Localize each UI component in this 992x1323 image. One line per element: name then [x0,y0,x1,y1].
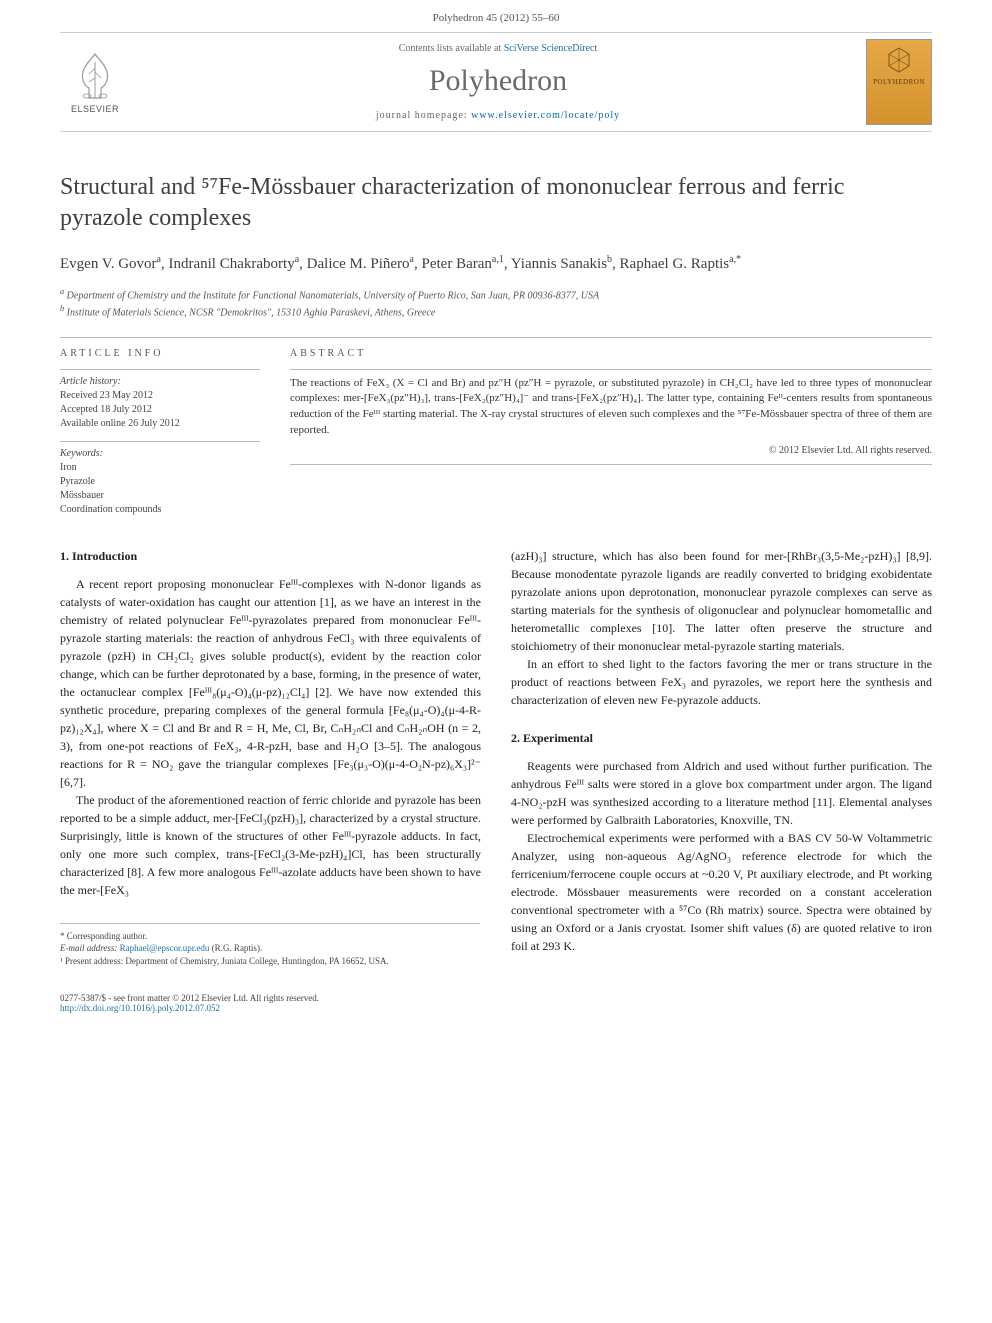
abstract-text: The reactions of FeX₃ (X = Cl and Br) an… [290,376,932,440]
intro-p4: In an effort to shed light to the factor… [511,655,932,709]
abstract-heading: ABSTRACT [290,348,932,359]
intro-p3-continued: (azH)₃] structure, which has also been f… [511,547,932,655]
masthead-center: Contents lists available at SciVerse Sci… [130,43,866,121]
doi-link[interactable]: http://dx.doi.org/10.1016/j.poly.2012.07… [60,1003,220,1013]
affiliation-b: b Institute of Materials Science, NCSR "… [60,303,932,320]
divider-top [60,337,932,338]
exp-p2: Electrochemical experiments were perform… [511,829,932,955]
footnote-present: ¹ Present address: Department of Chemist… [60,955,480,968]
homepage-link[interactable]: www.elsevier.com/locate/poly [471,110,620,121]
elsevier-label: ELSEVIER [71,104,119,114]
article-body: Structural and ⁵⁷Fe-Mössbauer characteri… [0,132,992,987]
authors: Evgen V. Govora, Indranil Chakrabortya, … [60,252,932,276]
left-column: 1. Introduction A recent report proposin… [60,547,481,968]
section-2-heading: 2. Experimental [511,729,932,747]
elsevier-logo: ELSEVIER [60,42,130,122]
masthead: ELSEVIER Contents lists available at Sci… [60,32,932,132]
abstract-copyright: © 2012 Elsevier Ltd. All rights reserved… [290,445,932,456]
issn-line: 0277-5387/$ - see front matter © 2012 El… [60,993,932,1003]
meta-row: ARTICLE INFO Article history: Received 2… [60,348,932,517]
intro-p2: The product of the aforementioned reacti… [60,791,481,899]
keyword-3: Coordination compounds [60,503,260,517]
divider-abstract [290,369,932,370]
page-header: Polyhedron 45 (2012) 55–60 [0,0,992,32]
journal-cover: POLYHEDRON [866,39,932,125]
elsevier-tree-icon [71,50,119,102]
article-title: Structural and ⁵⁷Fe-Mössbauer characteri… [60,172,932,234]
polyhedron-cover-icon [885,46,913,74]
keyword-2: Mössbauer [60,489,260,503]
cover-label: POLYHEDRON [873,78,925,86]
article-info-heading: ARTICLE INFO [60,348,260,359]
exp-p1: Reagents were purchased from Aldrich and… [511,757,932,829]
accepted-date: Accepted 18 July 2012 [60,403,260,417]
abstract-block: ABSTRACT The reactions of FeX₃ (X = Cl a… [290,348,932,517]
contents-prefix: Contents lists available at [399,43,504,54]
intro-p1: A recent report proposing mononuclear Fe… [60,575,481,791]
email-link[interactable]: Raphael@epscor.upr.edu [120,943,210,953]
footnote-corr: * Corresponding author. [60,930,480,943]
affiliations: a Department of Chemistry and the Instit… [60,286,932,321]
homepage-line: journal homepage: www.elsevier.com/locat… [130,110,866,121]
journal-name: Polyhedron [130,64,866,98]
divider-info [60,369,260,370]
contents-line: Contents lists available at SciVerse Sci… [130,43,866,54]
footnote-email: E-mail address: Raphael@epscor.upr.edu (… [60,942,480,955]
keyword-1: Pyrazole [60,475,260,489]
article-info-block: ARTICLE INFO Article history: Received 2… [60,348,260,517]
bottom-bar: 0277-5387/$ - see front matter © 2012 El… [0,987,992,1029]
history-label: Article history: [60,376,260,387]
divider-keywords [60,441,260,442]
online-date: Available online 26 July 2012 [60,417,260,431]
affiliation-a: a Department of Chemistry and the Instit… [60,286,932,303]
sciverse-link[interactable]: SciVerse ScienceDirect [504,43,598,54]
homepage-prefix: journal homepage: [376,110,471,121]
divider-abstract-bottom [290,464,932,465]
right-column: (azH)₃] structure, which has also been f… [511,547,932,968]
footnotes: * Corresponding author. E-mail address: … [60,923,480,968]
body-columns: 1. Introduction A recent report proposin… [60,547,932,968]
keyword-0: Iron [60,461,260,475]
section-1-heading: 1. Introduction [60,547,481,565]
keywords-label: Keywords: [60,448,260,459]
received-date: Received 23 May 2012 [60,389,260,403]
